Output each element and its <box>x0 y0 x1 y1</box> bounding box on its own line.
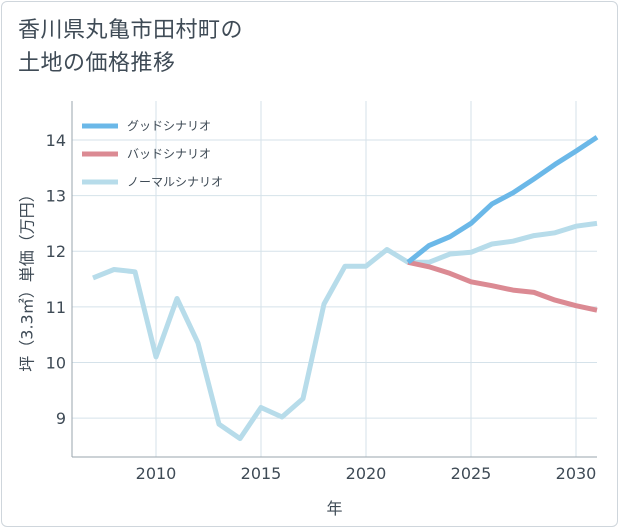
y-tick-label-11: 11 <box>46 298 66 317</box>
x-tick-label-2025: 2025 <box>451 464 492 483</box>
legend-label-good: グッドシナリオ <box>127 119 211 133</box>
y-tick-label-9: 9 <box>56 409 66 428</box>
x-axis-title: 年 <box>326 499 342 518</box>
x-tick-label-2010: 2010 <box>136 464 177 483</box>
y-tick-label-12: 12 <box>46 242 66 261</box>
x-tick-label-2015: 2015 <box>241 464 282 483</box>
x-tick-label-2030: 2030 <box>556 464 597 483</box>
series-line-normal <box>92 220 598 442</box>
series-line-bad <box>407 259 598 313</box>
legend-label-bad: バッドシナリオ <box>127 147 211 161</box>
legend-item-normal[interactable]: ノーマルシナリオ <box>82 175 223 189</box>
y-tick-label-10: 10 <box>46 353 66 372</box>
y-tick-label-14: 14 <box>46 131 66 150</box>
tick-labels: 2010 2015 2020 2025 2030 9 10 11 12 13 14 <box>46 131 597 483</box>
y-axis-title: 坪（3.3㎡）単価（万円） <box>18 186 37 371</box>
legend-item-good[interactable]: グッドシナリオ <box>82 119 211 133</box>
legend-label-normal: ノーマルシナリオ <box>127 175 223 189</box>
chart-title: 香川県丸亀市田村町の 土地の価格推移 <box>18 18 244 76</box>
axes <box>71 101 597 458</box>
series-lines <box>92 135 599 442</box>
y-tick-label-13: 13 <box>46 187 66 206</box>
series-line-good <box>406 135 599 265</box>
x-tick-label-2020: 2020 <box>346 464 387 483</box>
legend-item-bad[interactable]: バッドシナリオ <box>82 147 211 161</box>
